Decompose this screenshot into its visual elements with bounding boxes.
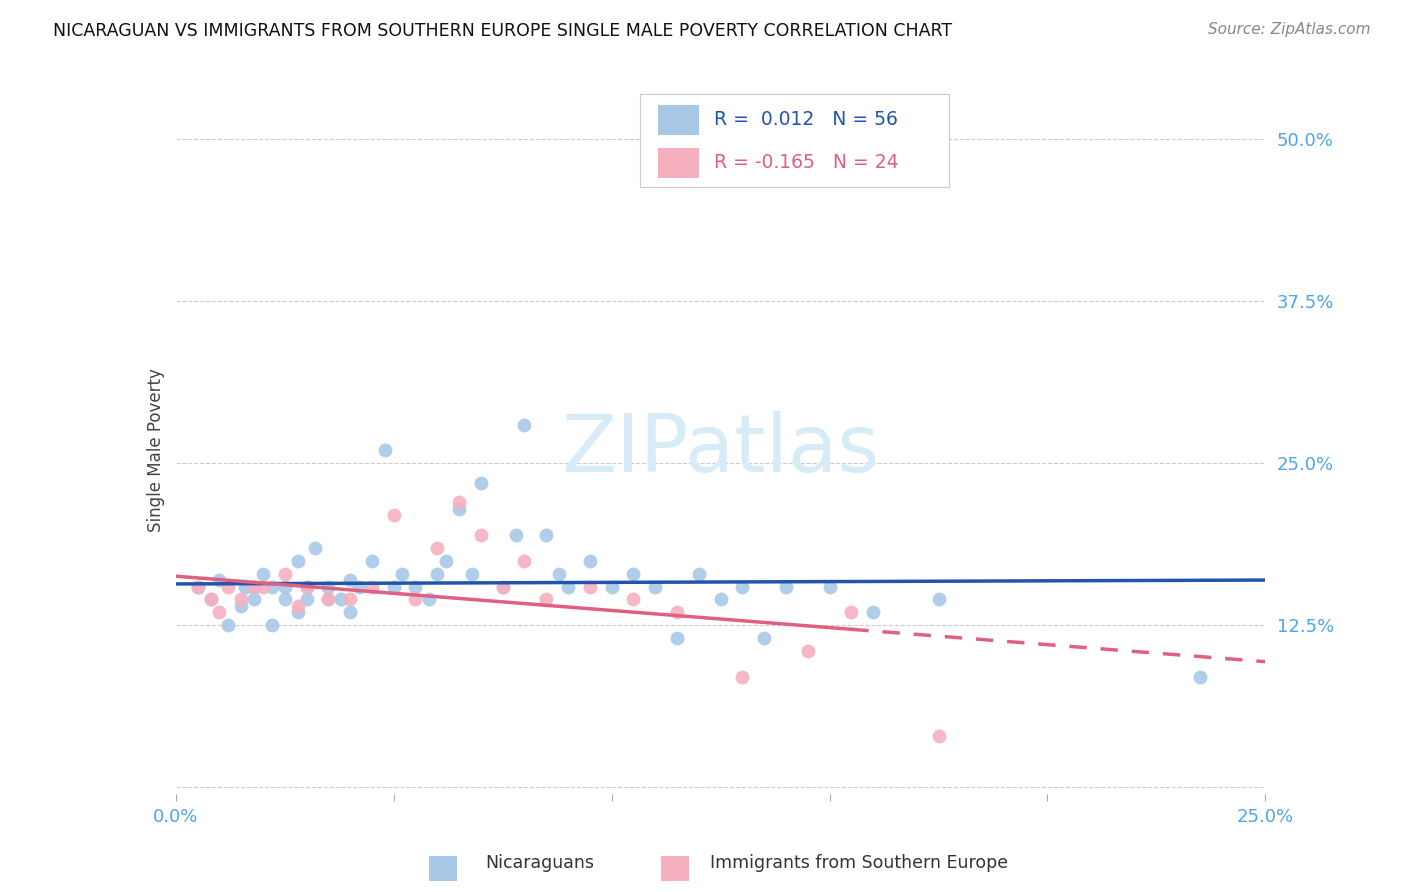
Point	[208, 606, 231, 620]
Point	[287, 599, 309, 613]
Point	[186, 580, 209, 594]
Point	[295, 580, 318, 594]
Point	[1189, 670, 1212, 684]
Point	[928, 729, 950, 743]
Point	[231, 592, 253, 607]
Point	[217, 618, 239, 632]
Point	[318, 580, 340, 594]
Point	[382, 580, 405, 594]
Point	[841, 158, 863, 172]
Point	[841, 606, 863, 620]
Point	[339, 573, 361, 587]
Point	[862, 606, 884, 620]
Point	[287, 606, 309, 620]
Point	[295, 580, 318, 594]
Point	[200, 592, 222, 607]
Y-axis label: Single Male Poverty: Single Male Poverty	[146, 368, 165, 533]
Text: NICARAGUAN VS IMMIGRANTS FROM SOUTHERN EUROPE SINGLE MALE POVERTY CORRELATION CH: NICARAGUAN VS IMMIGRANTS FROM SOUTHERN E…	[53, 22, 952, 40]
Point	[243, 580, 266, 594]
Point	[405, 592, 427, 607]
Point	[274, 592, 297, 607]
Point	[796, 644, 818, 658]
Point	[360, 553, 382, 567]
Point	[274, 580, 297, 594]
Point	[243, 580, 266, 594]
Point	[513, 417, 536, 432]
Point	[644, 580, 666, 594]
Point	[621, 592, 644, 607]
Point	[461, 566, 484, 581]
Point	[304, 541, 326, 555]
Text: Immigrants from Southern Europe: Immigrants from Southern Europe	[710, 855, 1008, 872]
Point	[666, 632, 689, 646]
Point	[252, 580, 274, 594]
FancyBboxPatch shape	[658, 148, 699, 178]
Point	[513, 553, 536, 567]
Point	[434, 553, 457, 567]
Point	[260, 580, 283, 594]
Point	[339, 592, 361, 607]
Point	[374, 443, 396, 458]
Point	[470, 475, 492, 490]
Point	[492, 580, 515, 594]
Point	[186, 580, 209, 594]
Point	[231, 599, 253, 613]
Point	[492, 580, 515, 594]
Point	[666, 606, 689, 620]
Point	[557, 580, 579, 594]
Point	[418, 592, 440, 607]
Point	[534, 527, 557, 541]
Point	[426, 541, 449, 555]
Point	[505, 527, 527, 541]
Point	[447, 501, 470, 516]
Point	[287, 553, 309, 567]
Text: ZIPatlas: ZIPatlas	[561, 411, 880, 490]
Point	[318, 592, 340, 607]
Point	[200, 592, 222, 607]
Point	[339, 606, 361, 620]
Point	[347, 580, 370, 594]
Point	[600, 580, 623, 594]
Text: R = -0.165   N = 24: R = -0.165 N = 24	[714, 153, 898, 172]
FancyBboxPatch shape	[658, 105, 699, 135]
Point	[818, 580, 841, 594]
Point	[928, 592, 950, 607]
Point	[579, 553, 602, 567]
Point	[447, 495, 470, 509]
Point	[405, 580, 427, 594]
Text: R =  0.012   N = 56: R = 0.012 N = 56	[714, 111, 898, 129]
Text: Nicaraguans: Nicaraguans	[485, 855, 595, 872]
Point	[534, 592, 557, 607]
Point	[252, 566, 274, 581]
Point	[382, 508, 405, 523]
Point	[731, 670, 754, 684]
Point	[208, 573, 231, 587]
Point	[775, 580, 797, 594]
Point	[710, 592, 733, 607]
Point	[260, 618, 283, 632]
Point	[470, 527, 492, 541]
Point	[731, 580, 754, 594]
Point	[548, 566, 571, 581]
Point	[754, 632, 776, 646]
Text: Source: ZipAtlas.com: Source: ZipAtlas.com	[1208, 22, 1371, 37]
Point	[426, 566, 449, 581]
Point	[688, 566, 710, 581]
Point	[235, 580, 257, 594]
Point	[579, 580, 602, 594]
Point	[360, 580, 382, 594]
Point	[217, 580, 239, 594]
Point	[243, 592, 266, 607]
Point	[274, 566, 297, 581]
Point	[330, 592, 353, 607]
Point	[295, 592, 318, 607]
Point	[391, 566, 413, 581]
Point	[318, 592, 340, 607]
Point	[621, 566, 644, 581]
